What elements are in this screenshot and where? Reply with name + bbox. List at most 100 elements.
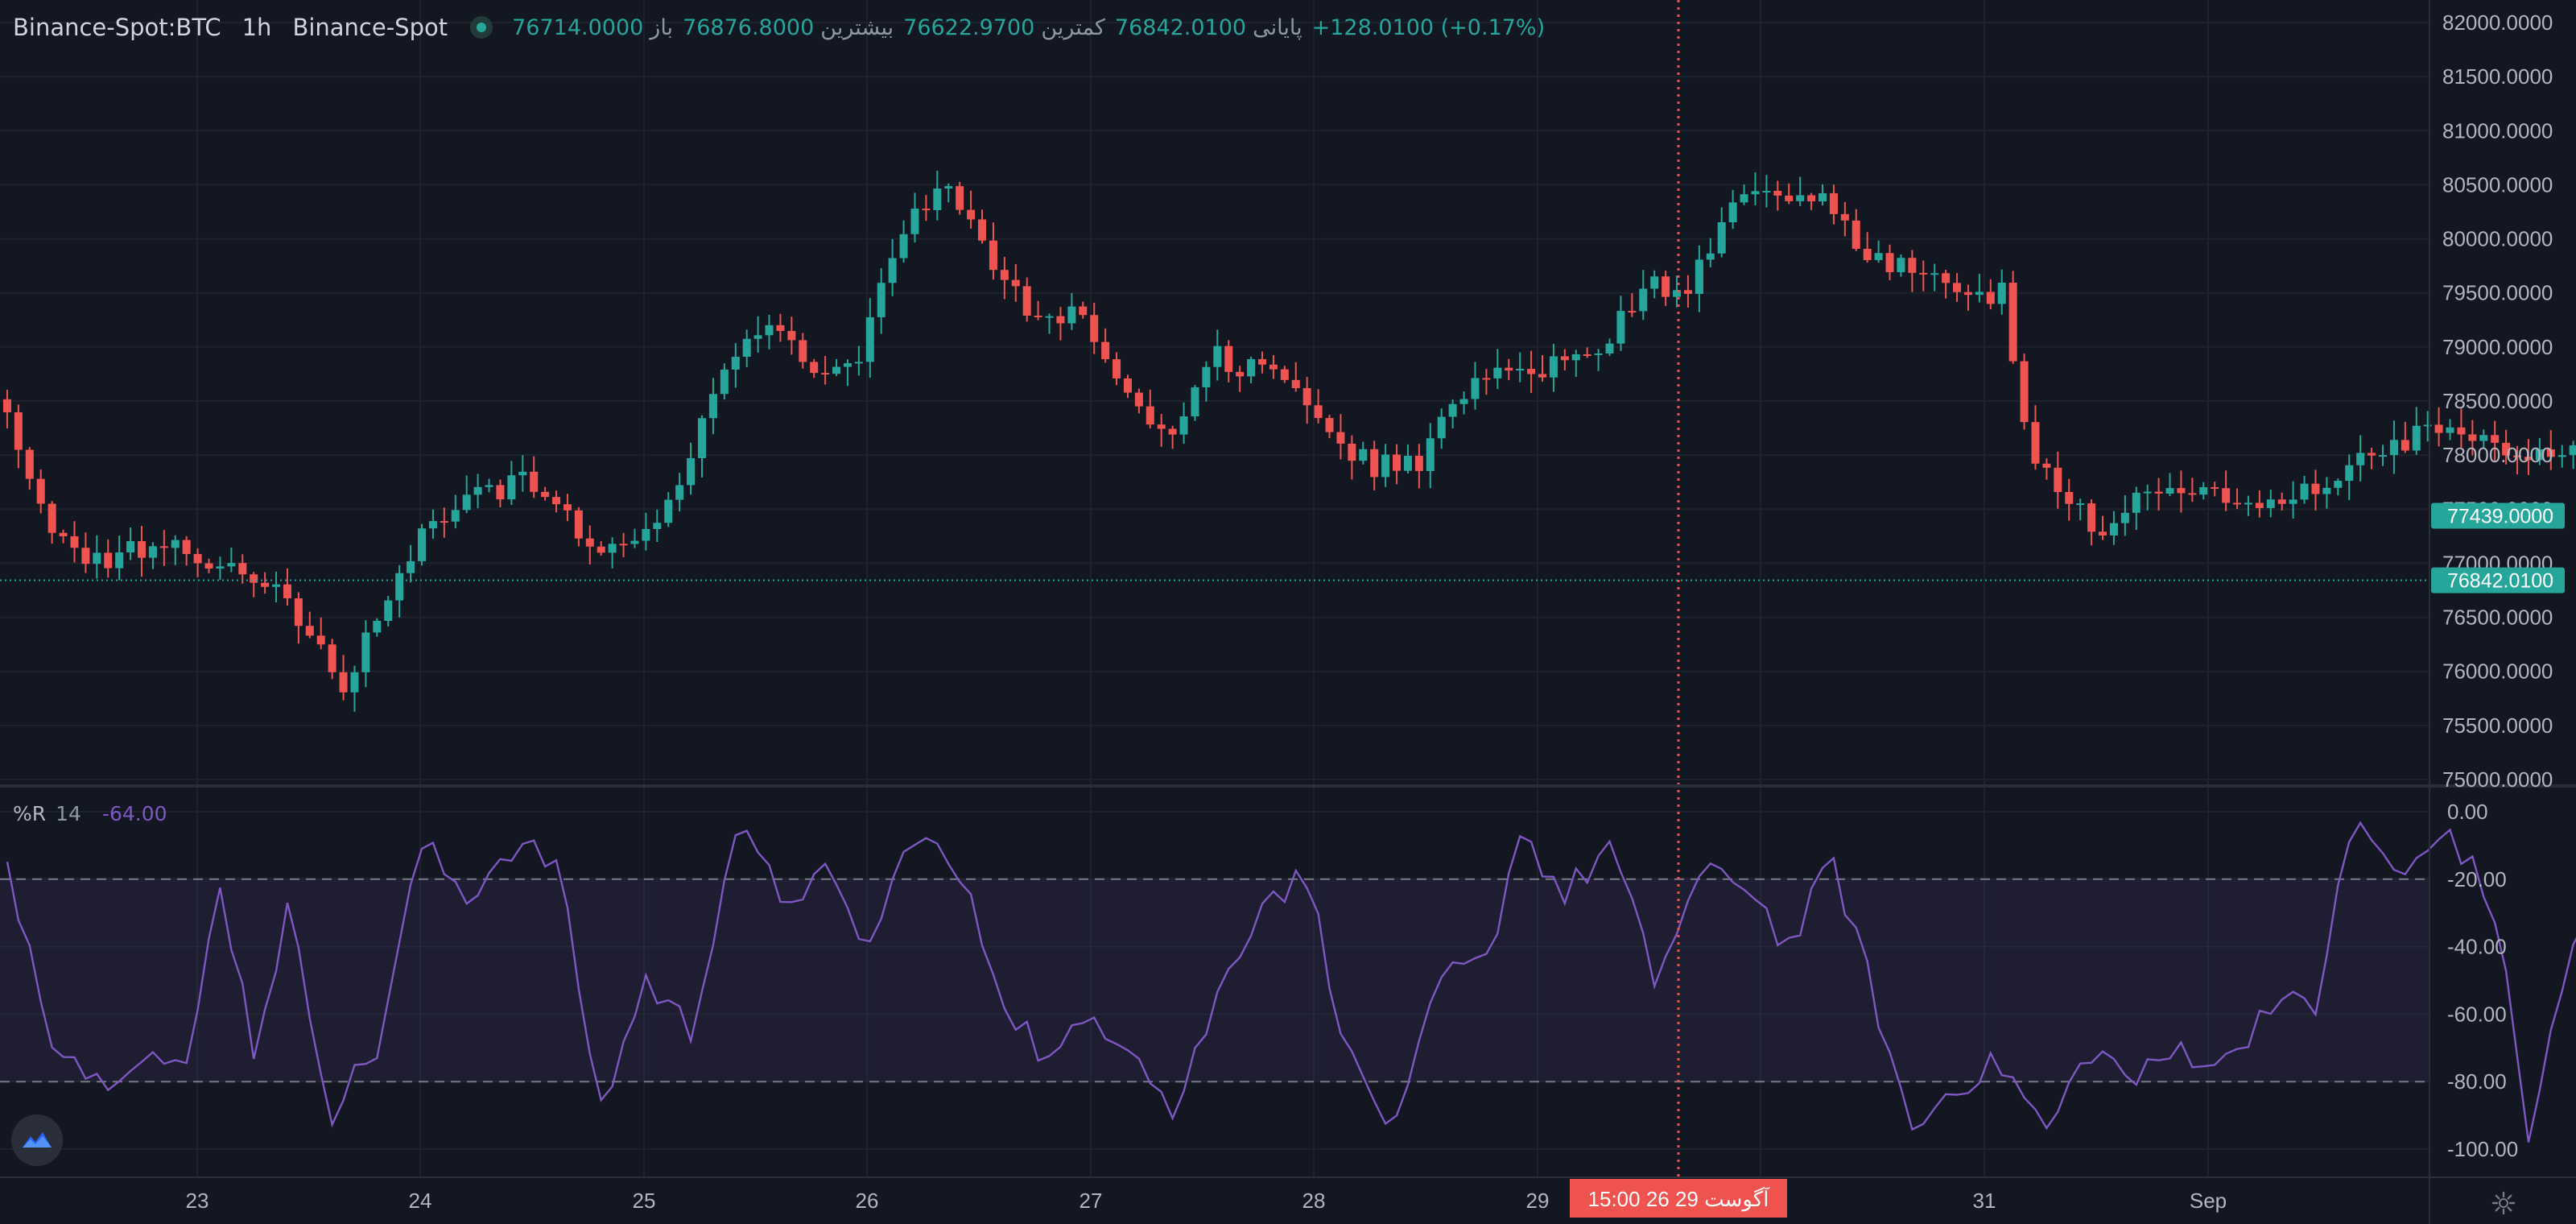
candle-up: [1706, 253, 1715, 260]
tradingview-logo-icon[interactable]: [11, 1114, 63, 1166]
candle-down: [1022, 286, 1031, 316]
candle-up: [2378, 455, 2388, 457]
candle-up: [1516, 368, 1525, 371]
candle-down: [204, 563, 213, 569]
candle-up: [395, 573, 404, 601]
candle-down: [1291, 379, 1300, 389]
candle-up: [2244, 502, 2252, 505]
candle-down: [989, 240, 997, 271]
candle-down: [1662, 276, 1670, 297]
candle-down: [440, 521, 448, 523]
candle-down: [2468, 434, 2477, 441]
candle-up: [1796, 195, 1805, 201]
candle-up: [2289, 499, 2297, 504]
chart-legend: Binance-Spot:BTC 1h Binance-Spot 76714.0…: [13, 10, 1545, 45]
candle-up: [1740, 194, 1748, 203]
time-axis[interactable]: 232425262728293031Sep: [186, 1189, 2227, 1213]
candle-up: [485, 485, 493, 487]
price-tick-label: 75000.0000: [2442, 767, 2553, 792]
candle-down: [1505, 367, 1513, 371]
candle-up: [944, 186, 953, 189]
candle-up: [428, 521, 437, 529]
price-tick-label: 79000.0000: [2442, 335, 2553, 359]
candle-up: [2356, 453, 2365, 465]
candle-up: [697, 418, 707, 458]
candle-up: [2345, 465, 2354, 482]
indicator-value: -64.00: [101, 801, 167, 825]
candle-up: [171, 540, 180, 548]
candle-down: [2277, 499, 2286, 504]
candle-up: [832, 366, 841, 374]
close-group: 76842.0100 پایانی: [1115, 15, 1302, 40]
candle-up: [1179, 416, 1188, 435]
candle-up: [148, 546, 157, 558]
candle-down: [2098, 531, 2107, 536]
candle-down: [1628, 311, 1637, 313]
candle-up: [865, 316, 874, 362]
candle-up: [1549, 356, 1558, 378]
open-value: 76714.0000: [512, 14, 644, 40]
candle-up: [417, 528, 427, 561]
candle-up: [675, 485, 684, 500]
candle-down: [1785, 195, 1794, 201]
indicator-legend[interactable]: %R 14 -64.00: [13, 797, 167, 829]
candle-up: [910, 209, 919, 234]
candle-up: [899, 234, 908, 258]
candle-down: [2020, 361, 2029, 423]
candle-down: [1113, 359, 1121, 378]
candle-up: [2076, 503, 2085, 506]
candle-down: [552, 497, 561, 505]
indicator-axis[interactable]: 0.00 -20.00 -40.00 -60.00 -80.00 -100.00: [2447, 800, 2518, 1161]
eye-dot-icon[interactable]: [470, 16, 493, 39]
change-value: +128.0100 (+0.17%): [1311, 14, 1546, 40]
candle-down: [2233, 502, 2242, 505]
candle-up: [407, 560, 415, 573]
candle-down: [597, 546, 605, 553]
gear-icon[interactable]: [2487, 1187, 2520, 1219]
candle-down: [2401, 440, 2409, 451]
timeframe-label[interactable]: 1h: [242, 14, 272, 41]
candle-down: [1852, 220, 1860, 249]
candle-up: [473, 486, 482, 495]
candle-up: [1202, 366, 1211, 387]
candle-up: [2557, 455, 2566, 457]
candle-up: [1616, 311, 1625, 344]
indicator-tick-label: -20.00: [2447, 867, 2507, 891]
candle-down: [316, 635, 325, 645]
williams-r-line: [6, 821, 2576, 1143]
candle-down: [810, 362, 819, 374]
candle-up: [2322, 487, 2331, 494]
candle-down: [1885, 253, 1894, 273]
candle-down: [2188, 493, 2197, 495]
candle-down: [541, 491, 550, 498]
candle-down: [1393, 454, 1402, 471]
last-price-text: 76842.0100: [2447, 570, 2553, 593]
williams-r-band: [0, 879, 2429, 1082]
crosshair-time-text: 15:00 26 آگوست 29: [1588, 1186, 1771, 1212]
candle-down: [496, 485, 505, 500]
candle-up: [720, 369, 729, 395]
candle-up: [373, 620, 382, 633]
candle-up: [2199, 486, 2208, 495]
indicator-tick-label: 0.00: [2447, 800, 2488, 824]
symbol-name[interactable]: Binance-Spot:BTC: [13, 14, 221, 41]
candle-up: [1897, 258, 1905, 273]
time-tick-label: 26: [856, 1189, 879, 1213]
candle-up: [608, 544, 617, 553]
price-tick-label: 78000.0000: [2442, 443, 2553, 467]
candle-up: [462, 494, 471, 511]
price-axis[interactable]: 82000.0000 81500.0000 81000.0000 80500.0000…: [2442, 10, 2553, 792]
candle-down: [1840, 213, 1849, 221]
price-tick-label: 79500.0000: [2442, 281, 2553, 305]
candle-up: [2165, 488, 2174, 494]
candle-down: [283, 584, 291, 598]
candle-down: [1560, 356, 1569, 361]
candle-down: [1963, 292, 1972, 296]
candle-up: [93, 552, 101, 564]
candle-down: [787, 330, 796, 341]
time-tick-label: 23: [186, 1189, 209, 1213]
candle-down: [2065, 491, 2074, 504]
candle-up: [227, 563, 236, 567]
time-tick-label: 29: [1526, 1189, 1550, 1213]
